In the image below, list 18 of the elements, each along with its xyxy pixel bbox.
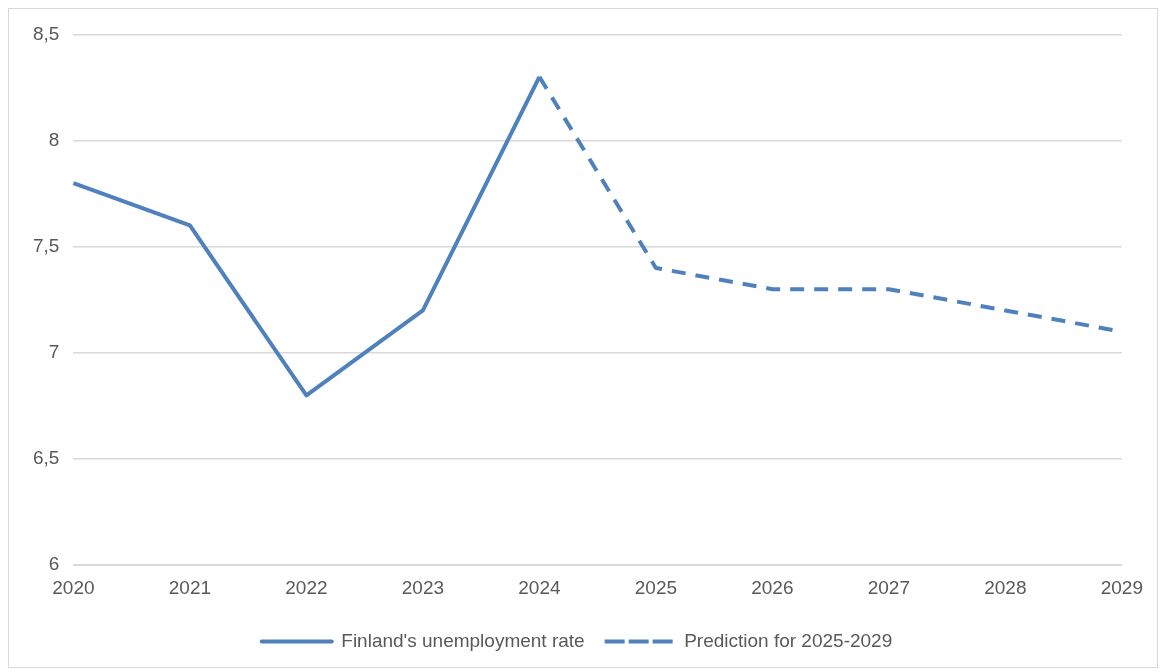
y-tick-label: 7 (48, 341, 60, 363)
x-tick-label: 2020 (52, 576, 95, 598)
legend-label: Prediction for 2025-2029 (684, 629, 893, 651)
x-tick-label: 2021 (168, 576, 212, 598)
x-tick-label: 2024 (518, 576, 561, 598)
y-tick-label: 6,5 (32, 447, 60, 469)
y-tick-label: 8 (48, 128, 60, 150)
y-tick-label: 6 (48, 553, 60, 575)
y-tick-label: 8,5 (32, 22, 60, 44)
y-tick-label: 7,5 (32, 234, 60, 256)
x-tick-label: 2029 (1100, 576, 1144, 598)
x-tick-label: 2023 (401, 576, 445, 598)
x-tick-label: 2025 (634, 576, 678, 598)
legend-label: Finland's unemployment rate (341, 629, 585, 651)
x-tick-label: 2028 (984, 576, 1027, 598)
x-tick-label: 2027 (867, 576, 911, 598)
x-tick-label: 2026 (751, 576, 794, 598)
x-tick-label: 2022 (285, 576, 328, 598)
